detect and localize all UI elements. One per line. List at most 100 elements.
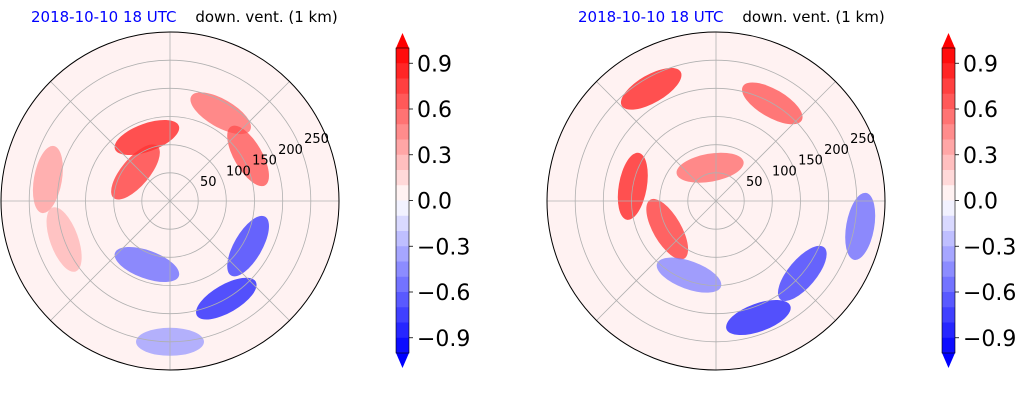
colorbar-extend-max [942, 33, 955, 48]
colorbar-segment-15 [396, 276, 409, 293]
colorbar-segment-16 [942, 292, 955, 308]
colorbar-tick-label-2: 0.3 [417, 144, 452, 169]
field-cell-0 [620, 67, 682, 110]
colorbar-segment-5 [942, 124, 955, 140]
field-cell-7 [656, 257, 722, 293]
colorbar-segment-19 [396, 337, 409, 354]
colorbar-segment-8 [396, 170, 409, 186]
polar-frame [0, 31, 340, 371]
colorbar-segment-13 [942, 246, 955, 262]
colorbar-tick-label-6: −0.9 [963, 327, 1016, 352]
colorbar-segment-14 [942, 261, 955, 278]
colorbar-segment-2 [942, 78, 955, 95]
colorbar-tick-label-1: 0.6 [963, 98, 998, 123]
angular-gridline-315 [169, 200, 290, 321]
angular-gridline-135 [596, 81, 717, 202]
colorbar-tick-label-0: 0.9 [417, 52, 452, 77]
left-panel: 2018-10-10 18 UTC down. vent. (1 km) 50 1… [0, 8, 470, 371]
colorbar-segment-17 [942, 307, 955, 323]
colorbar-tick-label-0: 0.9 [963, 52, 998, 77]
field-cell-4 [32, 145, 63, 214]
colorbar-segment-12 [942, 231, 955, 247]
colorbar: 0.9 0.6 0.3 0.0 −0.3 −0.6 −0.9 [941, 33, 1016, 368]
right-title: 2018-10-10 18 UTC down. vent. (1 km) [578, 8, 885, 26]
colorbar-segment-3 [396, 93, 409, 110]
field-cell-8 [227, 215, 269, 277]
field-cell-6 [726, 299, 791, 336]
right-title-variable: down. vent. (1 km) [742, 8, 885, 26]
colorbar-tick-label-4: −0.3 [417, 235, 470, 260]
right-title-time: 2018-10-10 18 UTC [578, 8, 724, 26]
colorbar-segment-2 [396, 78, 409, 95]
radial-tick-label-150: 150 [252, 154, 277, 169]
angular-gridline-225 [596, 200, 717, 321]
radial-tick-label-250: 250 [304, 132, 329, 147]
radial-tick-label-250: 250 [850, 132, 875, 147]
colorbar-segment-19 [942, 337, 955, 354]
field-cell-3 [227, 125, 269, 187]
radial-tick-label-100: 100 [772, 164, 797, 179]
colorbar-segment-17 [396, 307, 409, 323]
angular-gridline-45 [715, 81, 836, 202]
angular-gridline-45 [169, 81, 290, 202]
field-cell-8 [845, 192, 876, 260]
colorbar-tick-label-4: −0.3 [963, 235, 1016, 260]
colorbar-segment-3 [942, 93, 955, 110]
colorbar-tick-label-2: 0.3 [963, 144, 998, 169]
right-panel: 2018-10-10 18 UTC down. vent. (1 km) 50 1… [546, 0, 1036, 401]
colorbar-segment-1 [942, 63, 955, 79]
radial-tick-label-100: 100 [226, 164, 251, 179]
radial-tick-label-150: 150 [798, 154, 823, 169]
colorbar-extend-min [396, 353, 409, 368]
colorbar-tick-label-6: −0.9 [417, 327, 470, 352]
colorbar-tick-label-5: −0.6 [417, 281, 470, 306]
colorbar-segment-0 [942, 48, 955, 64]
colorbar-tick-label-5: −0.6 [963, 281, 1016, 306]
colorbar-segment-4 [942, 109, 955, 125]
radial-tick-label-50: 50 [746, 175, 763, 190]
colorbar-segment-18 [396, 322, 409, 339]
colorbar-segment-9 [396, 185, 409, 201]
colorbar-segment-13 [396, 246, 409, 262]
colorbar-segment-10 [942, 200, 955, 217]
colorbar-segment-0 [396, 48, 409, 64]
colorbar-tick-label-3: 0.0 [963, 190, 998, 215]
field-cell-0 [114, 119, 180, 156]
colorbar-segment-11 [942, 215, 955, 232]
colorbar-segment-1 [396, 63, 409, 79]
colorbar-tick-label-1: 0.6 [417, 98, 452, 123]
colorbar-segment-9 [942, 185, 955, 201]
radial-tick-label-50: 50 [200, 175, 217, 190]
colorbar-segment-6 [396, 139, 409, 156]
colorbar-segment-11 [396, 215, 409, 232]
colorbar-tick-label-3: 0.0 [417, 190, 452, 215]
angular-gridline-135 [50, 81, 171, 202]
colorbar-segment-6 [942, 139, 955, 156]
colorbar-segment-7 [396, 154, 409, 171]
colorbar-segment-12 [396, 231, 409, 247]
polar-frame [546, 31, 886, 371]
colorbar-segment-7 [942, 154, 955, 171]
colorbar-segment-14 [396, 261, 409, 278]
colorbar-segment-5 [396, 124, 409, 140]
colorbar: 0.9 0.6 0.3 0.0 −0.3 −0.6 −0.9 [395, 33, 470, 368]
left-title-time: 2018-10-10 18 UTC [31, 8, 177, 26]
field-cell-2 [190, 92, 251, 135]
field-cell-6 [114, 246, 180, 283]
colorbar-segment-4 [396, 109, 409, 125]
colorbar-extend-max [396, 33, 409, 48]
left-title-variable: down. vent. (1 km) [195, 8, 338, 26]
radial-tick-label-200: 200 [824, 143, 849, 158]
left-title: 2018-10-10 18 UTC down. vent. (1 km) [31, 8, 338, 26]
angular-gridline-315 [715, 200, 836, 321]
colorbar-segment-15 [942, 276, 955, 293]
colorbar-segment-16 [396, 292, 409, 308]
colorbar-extend-min [942, 353, 955, 368]
radial-tick-label-200: 200 [278, 143, 303, 158]
field-cell-1 [111, 144, 160, 200]
colorbar-segment-8 [942, 170, 955, 186]
colorbar-segment-18 [942, 322, 955, 339]
colorbar-segment-10 [396, 200, 409, 217]
